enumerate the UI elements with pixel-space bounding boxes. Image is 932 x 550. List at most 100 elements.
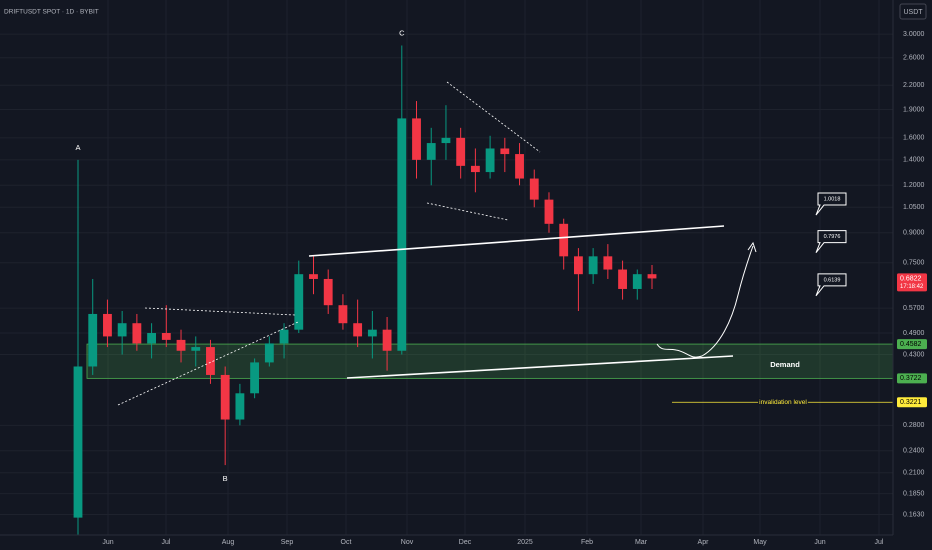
drawings [117, 81, 757, 406]
candle-body [588, 256, 598, 275]
demand-zone-layer [86, 343, 894, 403]
candle-body [279, 329, 289, 344]
chart-title: DRIFTUSDT SPOT · 1D · BYBIT [4, 9, 99, 16]
y-tick-label: 1.4000 [903, 157, 925, 164]
candle-body [161, 333, 171, 340]
candle-body [397, 118, 407, 351]
wave-label: A [75, 143, 80, 152]
candle-body [88, 313, 98, 367]
y-tick-label: 0.9000 [903, 230, 925, 237]
resistance-line [308, 225, 725, 257]
y-tick-label: 2.2000 [903, 82, 925, 89]
candle-body [264, 343, 274, 363]
x-tick-label: May [753, 539, 767, 546]
candle-body [426, 143, 436, 160]
projection-arrow [656, 245, 754, 358]
candle-body [176, 339, 186, 351]
price-tag [897, 273, 927, 292]
y-tick-label: 3.0000 [903, 31, 925, 38]
candle-body [500, 148, 510, 155]
target-label: 1.0018 [824, 197, 841, 203]
x-tick-label: Oct [341, 539, 352, 546]
price-tag-label: 0.3221 [900, 399, 922, 406]
candle-body [103, 313, 112, 337]
candle-body [544, 199, 554, 224]
invalidation-label: invalidation level [759, 399, 807, 406]
y-tick-label: 1.9000 [903, 106, 925, 113]
x-tick-label: Jul [162, 539, 171, 546]
y-tick-label: 0.2400 [903, 448, 925, 455]
y-tick-label: 1.0500 [903, 204, 925, 211]
candle-body [647, 274, 657, 279]
x-tick-label: Jul [875, 539, 884, 546]
y-tick-label: 1.6000 [903, 135, 925, 142]
candle-body [573, 256, 583, 275]
triangle-lower [117, 321, 299, 406]
candle-body [206, 347, 215, 375]
candle-body [250, 362, 260, 394]
x-tick-label: Jun [102, 539, 113, 546]
x-tick-label: Feb [581, 539, 593, 546]
arrow-head [747, 241, 757, 253]
wave-label: B [223, 474, 228, 483]
x-tick-label: Nov [401, 539, 414, 546]
wedge-lower [426, 202, 509, 221]
candle-body [235, 393, 245, 420]
y-tick-label: 0.2800 [903, 422, 925, 429]
candle-body [191, 347, 201, 351]
y-tick-label: 0.1850 [903, 491, 925, 498]
candle-body [529, 178, 539, 200]
price-tag [897, 339, 927, 350]
price-tag-label: 0.3722 [900, 375, 922, 382]
candle-body [456, 137, 466, 166]
x-tick-label: Jun [814, 539, 825, 546]
candle-body [132, 323, 142, 344]
candle-body [309, 274, 318, 279]
candle-body [412, 118, 421, 160]
candle-body [382, 329, 392, 351]
x-tick-label: Dec [459, 539, 472, 546]
currency-box [899, 3, 927, 20]
x-tick-label: Mar [635, 539, 648, 546]
target-callout [815, 230, 847, 253]
axis-layer: 3.0000 2.6000 2.2000 1.9000 1.6000 1.4000 1.20… [102, 31, 927, 546]
candle-body [294, 274, 304, 330]
target-callout [815, 273, 847, 297]
annotations: Demand invalidation level A B C 1.0018 0.7976 0… [75, 29, 847, 483]
x-tick-label: Aug [222, 539, 235, 546]
x-tick-label: Sep [281, 539, 294, 546]
support-line [346, 355, 734, 379]
price-tag [897, 373, 927, 384]
candle-body [632, 274, 642, 289]
y-tick-label: 0.2100 [903, 470, 925, 477]
candle-body [73, 366, 83, 518]
x-tick-label: 2025 [517, 539, 533, 546]
target-label: 0.7976 [824, 234, 841, 240]
target-label: 0.6139 [824, 277, 841, 283]
candle-body [515, 154, 524, 179]
price-tag-label: 0.6822 [900, 275, 922, 282]
triangle-upper [144, 307, 296, 316]
candle-body [441, 137, 451, 144]
candle-body [323, 278, 333, 306]
candle-body [603, 256, 613, 270]
candle-body [353, 323, 363, 337]
countdown: 17:18:42 [900, 284, 924, 290]
candle-body [470, 165, 480, 173]
candle-body [367, 329, 377, 337]
y-tick-label: 0.4300 [903, 351, 925, 358]
candle-body [559, 223, 569, 257]
wedge-upper [446, 81, 541, 153]
wave-label: C [399, 29, 405, 38]
y-tick-label: 2.6000 [903, 55, 925, 62]
candle-body [338, 305, 348, 324]
y-tick-label: 0.7500 [903, 260, 925, 267]
currency: USDT [903, 9, 923, 16]
x-tick-label: Apr [698, 539, 710, 546]
price-tag-label: 0.4582 [900, 341, 922, 348]
candle-body [618, 269, 627, 289]
candle-body [220, 374, 230, 420]
